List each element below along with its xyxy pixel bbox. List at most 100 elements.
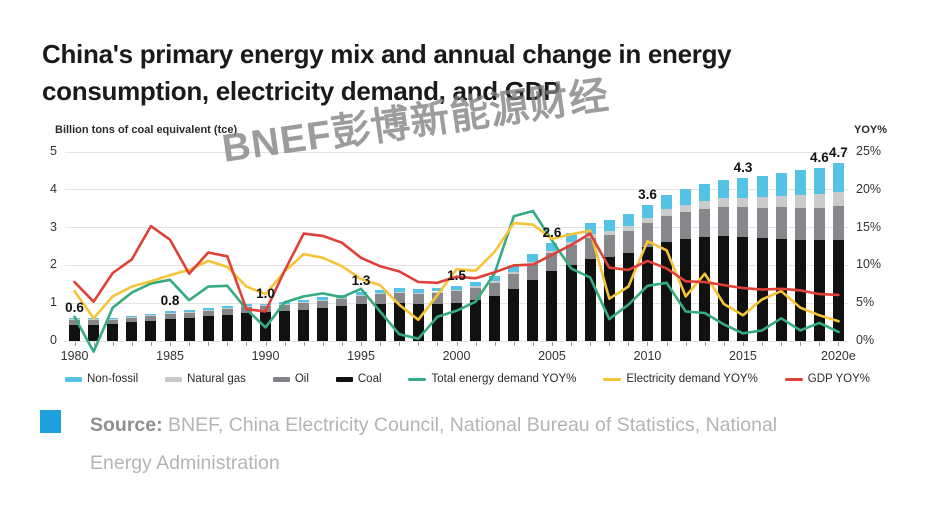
x-axis-tick: [666, 342, 668, 346]
bar-segment-oil-1988: [221, 308, 233, 315]
bar-segment-natural-gas-2015: [737, 197, 749, 208]
bar-segment-coal-1994: [336, 306, 348, 341]
bar-segment-non-fossil-1997: [393, 288, 405, 292]
legend-swatch-icon: [272, 376, 290, 382]
bar-segment-oil-1993: [317, 300, 329, 309]
legend-item-label: Total energy demand YOY%: [431, 373, 577, 385]
legend-item-label: Natural gas: [187, 373, 246, 385]
bar-segment-non-fossil-1993: [317, 297, 329, 300]
bar-segment-oil-2010: [641, 223, 653, 248]
x-axis-tick: [628, 342, 630, 346]
bar-segment-natural-gas-2002: [489, 281, 501, 283]
bar-segment-natural-gas-2003: [508, 272, 520, 275]
bar-segment-natural-gas-2011: [661, 209, 673, 216]
bar-segment-oil-2015: [737, 207, 749, 238]
bar-segment-natural-gas-1985: [164, 313, 176, 314]
bar-segment-coal-2001: [470, 300, 482, 341]
x-axis-tick: [418, 342, 420, 346]
bar-segment-natural-gas-2016: [756, 197, 768, 208]
x-axis-tick: [112, 342, 114, 346]
bar-segment-non-fossil-1985: [164, 311, 176, 314]
bar-total-label-1995: 1.3: [351, 273, 371, 289]
bar-segment-oil-2016: [756, 207, 768, 239]
bar-segment-oil-2011: [661, 215, 673, 242]
legend-item-label: Oil: [294, 373, 309, 385]
legend-item-coal: Coal: [335, 373, 382, 385]
bar-segment-natural-gas-2009: [622, 226, 634, 231]
bar-segment-coal-2014: [718, 236, 730, 341]
x-tick-label: 1985: [156, 349, 184, 363]
bar-segment-oil-1981: [88, 320, 100, 325]
bar-segment-natural-gas-1996: [374, 293, 386, 295]
bar-segment-non-fossil-1983: [126, 316, 138, 318]
x-tick-label: 2005: [538, 349, 566, 363]
bar-segment-oil-2008: [603, 235, 615, 257]
legend-swatch-icon: [603, 377, 622, 381]
bar-segment-oil-1998: [412, 293, 424, 305]
legend-swatch-icon: [165, 376, 183, 382]
y-tick-label-right: 0%: [856, 333, 875, 347]
bar-segment-natural-gas-2005: [546, 251, 558, 254]
bar-segment-oil-1994: [336, 298, 348, 307]
bar-segment-non-fossil-2020: [832, 163, 844, 192]
bar-segment-oil-2014: [718, 207, 730, 237]
x-axis-tick: [361, 342, 362, 346]
bar-segment-coal-1981: [88, 324, 100, 341]
gridline: [65, 189, 848, 191]
y-tick-label-left: 5: [50, 144, 57, 158]
x-axis-tick: [532, 342, 534, 346]
legend-item-non-fossil: Non-fossil: [65, 373, 138, 385]
bar-segment-oil-2002: [489, 282, 501, 297]
y-tick-label-right: 20%: [856, 181, 882, 196]
x-axis-tick: [781, 342, 783, 346]
legend-swatch-icon: [65, 376, 82, 382]
x-axis-tick: [685, 342, 687, 346]
bar-segment-non-fossil-2006: [565, 232, 577, 243]
x-axis-tick: [150, 342, 152, 346]
bar-segment-oil-2017: [775, 207, 787, 239]
bar-total-label-1985: 0.8: [160, 293, 180, 309]
bar-segment-non-fossil-1990: [260, 303, 272, 306]
bar-segment-coal-2013: [699, 237, 711, 341]
x-axis-tick: [456, 342, 458, 346]
bar-segment-oil-2018: [794, 207, 806, 240]
x-axis-tick: [704, 342, 706, 346]
legend-item-label: GDP YOY%: [807, 373, 870, 385]
bar-segment-natural-gas-1995: [355, 294, 367, 296]
legend-item-label: Coal: [357, 373, 382, 385]
gridline: [65, 151, 848, 153]
bar-segment-natural-gas-1981: [88, 319, 100, 321]
x-axis-tick: [609, 342, 611, 346]
x-axis-tick: [74, 342, 76, 346]
bar-segment-non-fossil-2001: [470, 282, 482, 287]
legend-item-label: Electricity demand YOY%: [626, 373, 758, 385]
bar-segment-coal-1980: [69, 324, 81, 341]
bar-segment-coal-2009: [622, 252, 634, 341]
bar-segment-non-fossil-2013: [699, 183, 711, 201]
bar-total-label-1990: 1.0: [256, 285, 275, 301]
bar-segment-oil-2006: [565, 245, 577, 265]
x-tick-label: 1980: [60, 349, 89, 363]
bar-segment-oil-1986: [183, 312, 195, 318]
left-axis-title: Billion tons of coal equivalent (tce): [55, 124, 238, 136]
x-tick-label: 2015: [729, 349, 757, 363]
bar-segment-oil-2013: [699, 208, 711, 238]
bar-segment-coal-2000: [451, 302, 462, 341]
x-axis-tick: [246, 342, 248, 346]
bar-total-label-2015: 4.3: [733, 160, 753, 176]
x-axis-tick: [838, 342, 840, 346]
bar-segment-natural-gas-1997: [393, 291, 405, 293]
y-tick-label-left: 1: [50, 295, 57, 310]
gridline: [65, 227, 848, 229]
bar-segment-coal-2005: [546, 271, 558, 341]
bar-total-label-2019: 4.6: [809, 149, 829, 165]
bar-segment-natural-gas-2013: [699, 200, 711, 209]
bar-segment-non-fossil-2003: [508, 266, 520, 273]
y-tick-label-right: 25%: [856, 144, 882, 158]
bar-total-label-2010: 3.6: [638, 187, 657, 203]
bar-segment-natural-gas-1990: [260, 305, 272, 307]
x-axis-tick: [322, 342, 324, 346]
bar-segment-oil-2000: [451, 290, 462, 303]
bar-segment-oil-1996: [374, 294, 386, 304]
line-gdp-yoy: [73, 224, 840, 313]
